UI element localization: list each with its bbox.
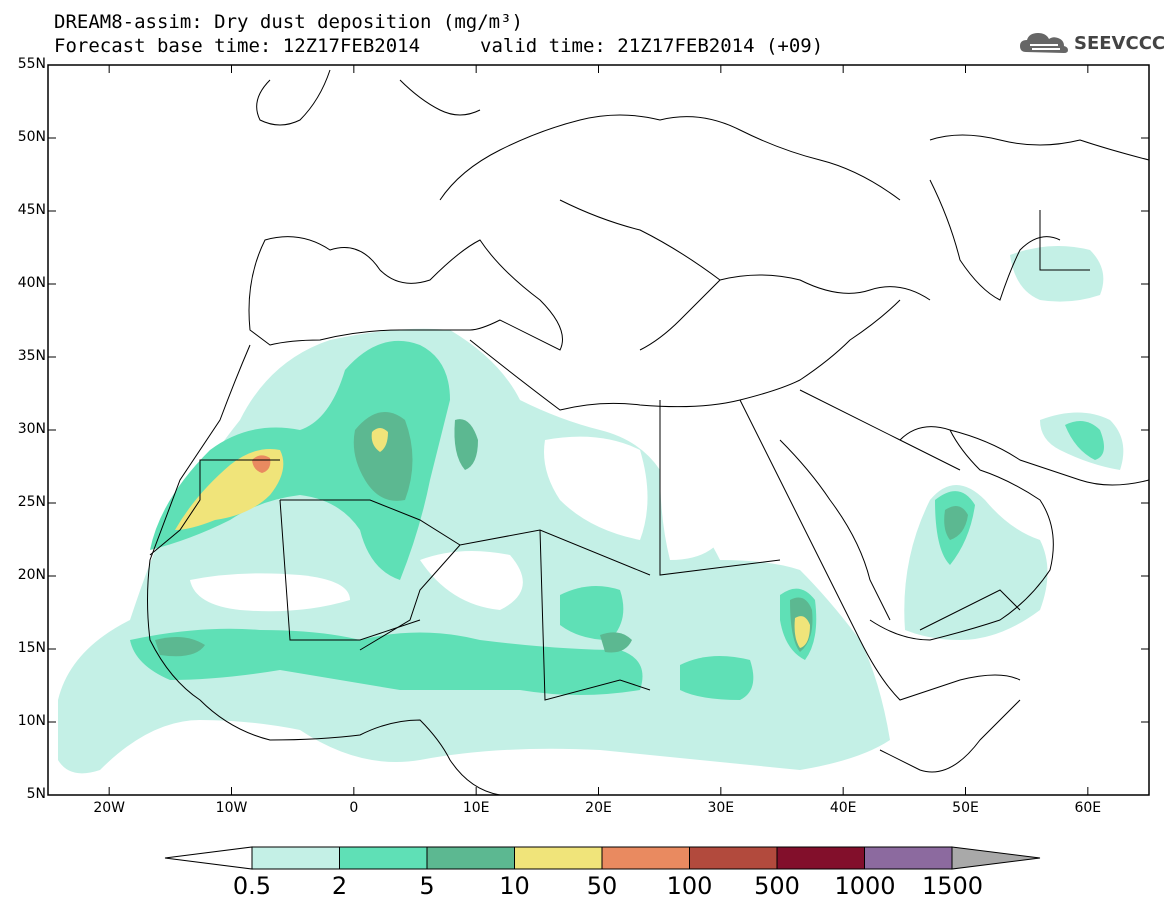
dust-region-level10 — [371, 428, 388, 452]
colorbar-label: 10 — [499, 872, 530, 900]
chart-subtitle-valid-time: valid time: 21Z17FEB2014 (+09) — [480, 35, 824, 57]
lat-tick-label: 20N — [17, 567, 46, 583]
lat-tick-label: 40N — [17, 275, 46, 291]
lon-tick-label: 10W — [215, 800, 248, 816]
colorbar-label: 500 — [754, 872, 800, 900]
dust-region-level2 — [1065, 421, 1104, 460]
colorbar-label: 100 — [666, 872, 713, 900]
blank-hole — [660, 470, 730, 560]
lon-tick-label: 20W — [93, 800, 125, 816]
colorbar-label: 0.5 — [232, 872, 272, 900]
colorbar-label: 1000 — [834, 872, 896, 900]
colorbar-label: 50 — [586, 872, 618, 900]
lat-tick-label: 5N — [26, 786, 46, 802]
colorbar-segment — [601, 846, 690, 870]
political-borders — [149, 210, 1090, 701]
lat-tick-label: 35N — [17, 348, 46, 364]
lat-tick-label: 15N — [17, 640, 46, 656]
blank-hole — [420, 551, 523, 610]
lon-tick-label: 30E — [707, 800, 735, 816]
colorbar-segment — [776, 846, 865, 870]
colorbar — [164, 846, 1041, 870]
colorbar-segment — [689, 846, 778, 870]
colorbar-over-triangle — [951, 846, 1041, 870]
dust-region-level5 — [454, 419, 478, 470]
coastlines — [147, 69, 1150, 796]
colorbar-label: 5 — [419, 872, 435, 900]
dust-region-level5 — [600, 632, 632, 653]
chart-title: DREAM8-assim: Dry dust deposition (mg/m³… — [54, 11, 523, 33]
dust-region-level5 — [155, 636, 205, 657]
dust-region-level5 — [944, 506, 968, 540]
colorbar-segment — [426, 846, 515, 870]
lon-tick-label: 0 — [349, 800, 359, 816]
tick-marks — [48, 64, 1149, 796]
lon-tick-label: 60E — [1074, 800, 1102, 816]
lat-tick-label: 25N — [17, 494, 46, 510]
dust-region-level10 — [794, 616, 810, 648]
dust-region-level2 — [680, 656, 754, 700]
colorbar-under-triangle — [164, 846, 253, 870]
dust-region-caspian — [1010, 246, 1104, 302]
lon-tick-label: 10E — [462, 800, 490, 816]
colorbar-segment — [339, 846, 428, 870]
logo-text: SEEVCCC — [1074, 33, 1165, 54]
dust-region-level2 — [130, 628, 643, 695]
lon-tick-label: 50E — [952, 800, 979, 816]
colorbar-segment — [864, 846, 953, 870]
lat-tick-label: 55N — [17, 56, 46, 72]
colorbar-label: 2 — [331, 872, 348, 900]
seevccc-logo: SEEVCCC — [1018, 30, 1165, 56]
lon-tick-label: 20E — [585, 800, 612, 816]
colorbar-segment — [514, 846, 603, 870]
lat-tick-label: 10N — [17, 713, 46, 729]
lat-tick-label: 50N — [17, 129, 46, 145]
lat-tick-label: 45N — [17, 202, 46, 218]
lon-tick-label: 40E — [829, 800, 857, 816]
blank-hole — [190, 573, 350, 612]
dust-region-level2 — [150, 340, 450, 580]
cloud-logo-icon — [1020, 33, 1068, 53]
lat-tick-label: 30N — [17, 421, 46, 437]
colorbar-segment — [251, 846, 340, 870]
blank-hole — [544, 436, 648, 540]
dust-shading — [58, 246, 1124, 774]
chart-subtitle-base-time: Forecast base time: 12Z17FEB2014 — [54, 35, 421, 57]
dust-region-level5 — [353, 412, 413, 501]
colorbar-label: 1500 — [922, 872, 984, 900]
dust-region-level2 — [560, 586, 624, 640]
